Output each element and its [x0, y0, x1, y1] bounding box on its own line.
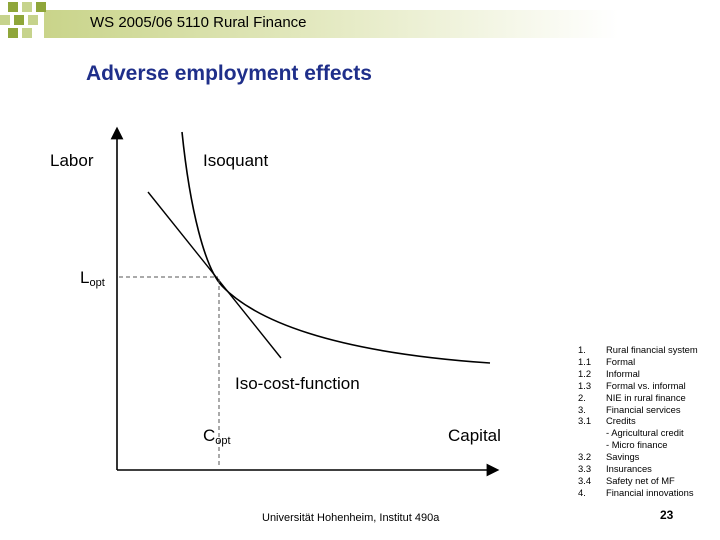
toc-item: 1.3 Formal vs. informal	[578, 379, 686, 391]
toc-item: 3.1 Credits	[578, 415, 636, 427]
footer-institution: Universität Hohenheim, Institut 490a	[262, 512, 440, 524]
iso-cost-label: Iso-cost-function	[235, 374, 360, 393]
toc-item: 3.2 Savings	[578, 451, 640, 463]
page-number: 23	[660, 508, 674, 522]
toc-item: 1. Rural financial system	[578, 344, 698, 355]
toc-item: 3.4 Safety net of MF	[578, 474, 675, 486]
toc-item: - Micro finance	[606, 439, 668, 451]
c-opt-label: Copt	[203, 426, 231, 447]
iso-cost-line	[147, 191, 282, 359]
header-title: WS 2005/06 5110 Rural Finance	[90, 14, 307, 31]
isoquant-label: Isoquant	[203, 151, 269, 170]
toc-item: 2. NIE in rural finance	[578, 391, 686, 403]
corner-decoration	[0, 0, 50, 50]
header-bar	[44, 10, 720, 38]
isoquant-curve	[181, 131, 491, 364]
toc-item: 4. Financial innovations	[578, 486, 694, 498]
toc-item: 3.3 Insurances	[578, 463, 652, 475]
toc-item: 1.2 Informal	[578, 367, 640, 379]
toc-item: 1.1 Formal	[578, 355, 636, 367]
y-axis-label: Labor	[50, 151, 94, 170]
l-opt-label: Lopt	[80, 268, 105, 289]
x-axis-label: Capital	[448, 426, 501, 445]
table-of-contents: 1. Rural financial system 1.1 Formal 1.2 In…	[578, 344, 698, 499]
slide-title: Adverse employment effects	[86, 62, 372, 85]
toc-item: - Agricultural credit	[606, 427, 684, 439]
toc-item: 3. Financial services	[578, 403, 681, 415]
